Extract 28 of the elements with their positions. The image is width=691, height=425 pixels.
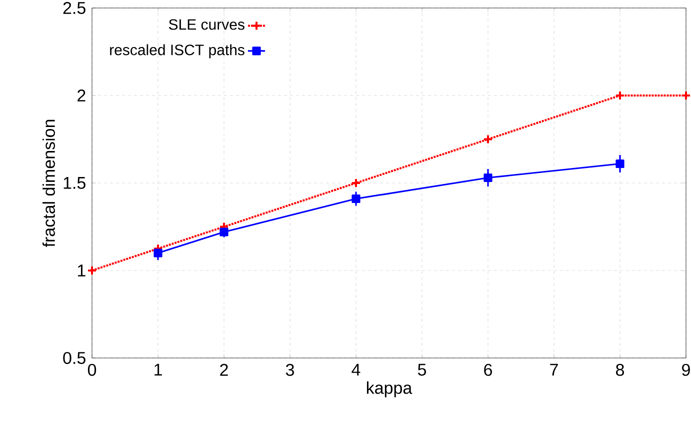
y-tick-label: 1 bbox=[78, 264, 86, 276]
x-tick-label: 4 bbox=[352, 364, 360, 376]
x-tick-label: 0 bbox=[88, 364, 96, 376]
x-tick-label: 6 bbox=[484, 364, 492, 376]
x-tick-label: 1 bbox=[154, 364, 162, 376]
point bbox=[351, 178, 361, 188]
x-tick-label: 7 bbox=[550, 364, 558, 376]
x-tick-label: 3 bbox=[286, 364, 294, 376]
point bbox=[614, 90, 625, 100]
point bbox=[616, 159, 624, 168]
x-axis-title: kappa bbox=[366, 381, 412, 398]
legend-label: SLE curves bbox=[168, 19, 244, 30]
x-tick-label: 2 bbox=[220, 364, 228, 376]
point bbox=[87, 265, 98, 276]
y-tick-label: 2 bbox=[78, 90, 86, 102]
point bbox=[352, 194, 360, 204]
x-tick-label: 5 bbox=[418, 364, 426, 376]
y-axis-title: fractal dimension bbox=[42, 120, 55, 248]
point bbox=[220, 228, 228, 236]
legend-label: rescaled ISCT paths bbox=[110, 44, 244, 58]
y-tick-label: 2.5 bbox=[63, 2, 86, 14]
y-tick-label: 1.5 bbox=[64, 177, 86, 189]
point bbox=[154, 248, 162, 258]
y-tick-label: 0.5 bbox=[63, 352, 86, 364]
x-tick-label: 9 bbox=[682, 364, 690, 376]
point bbox=[484, 173, 492, 182]
point bbox=[482, 134, 493, 144]
x-tick-label: 8 bbox=[616, 364, 624, 376]
